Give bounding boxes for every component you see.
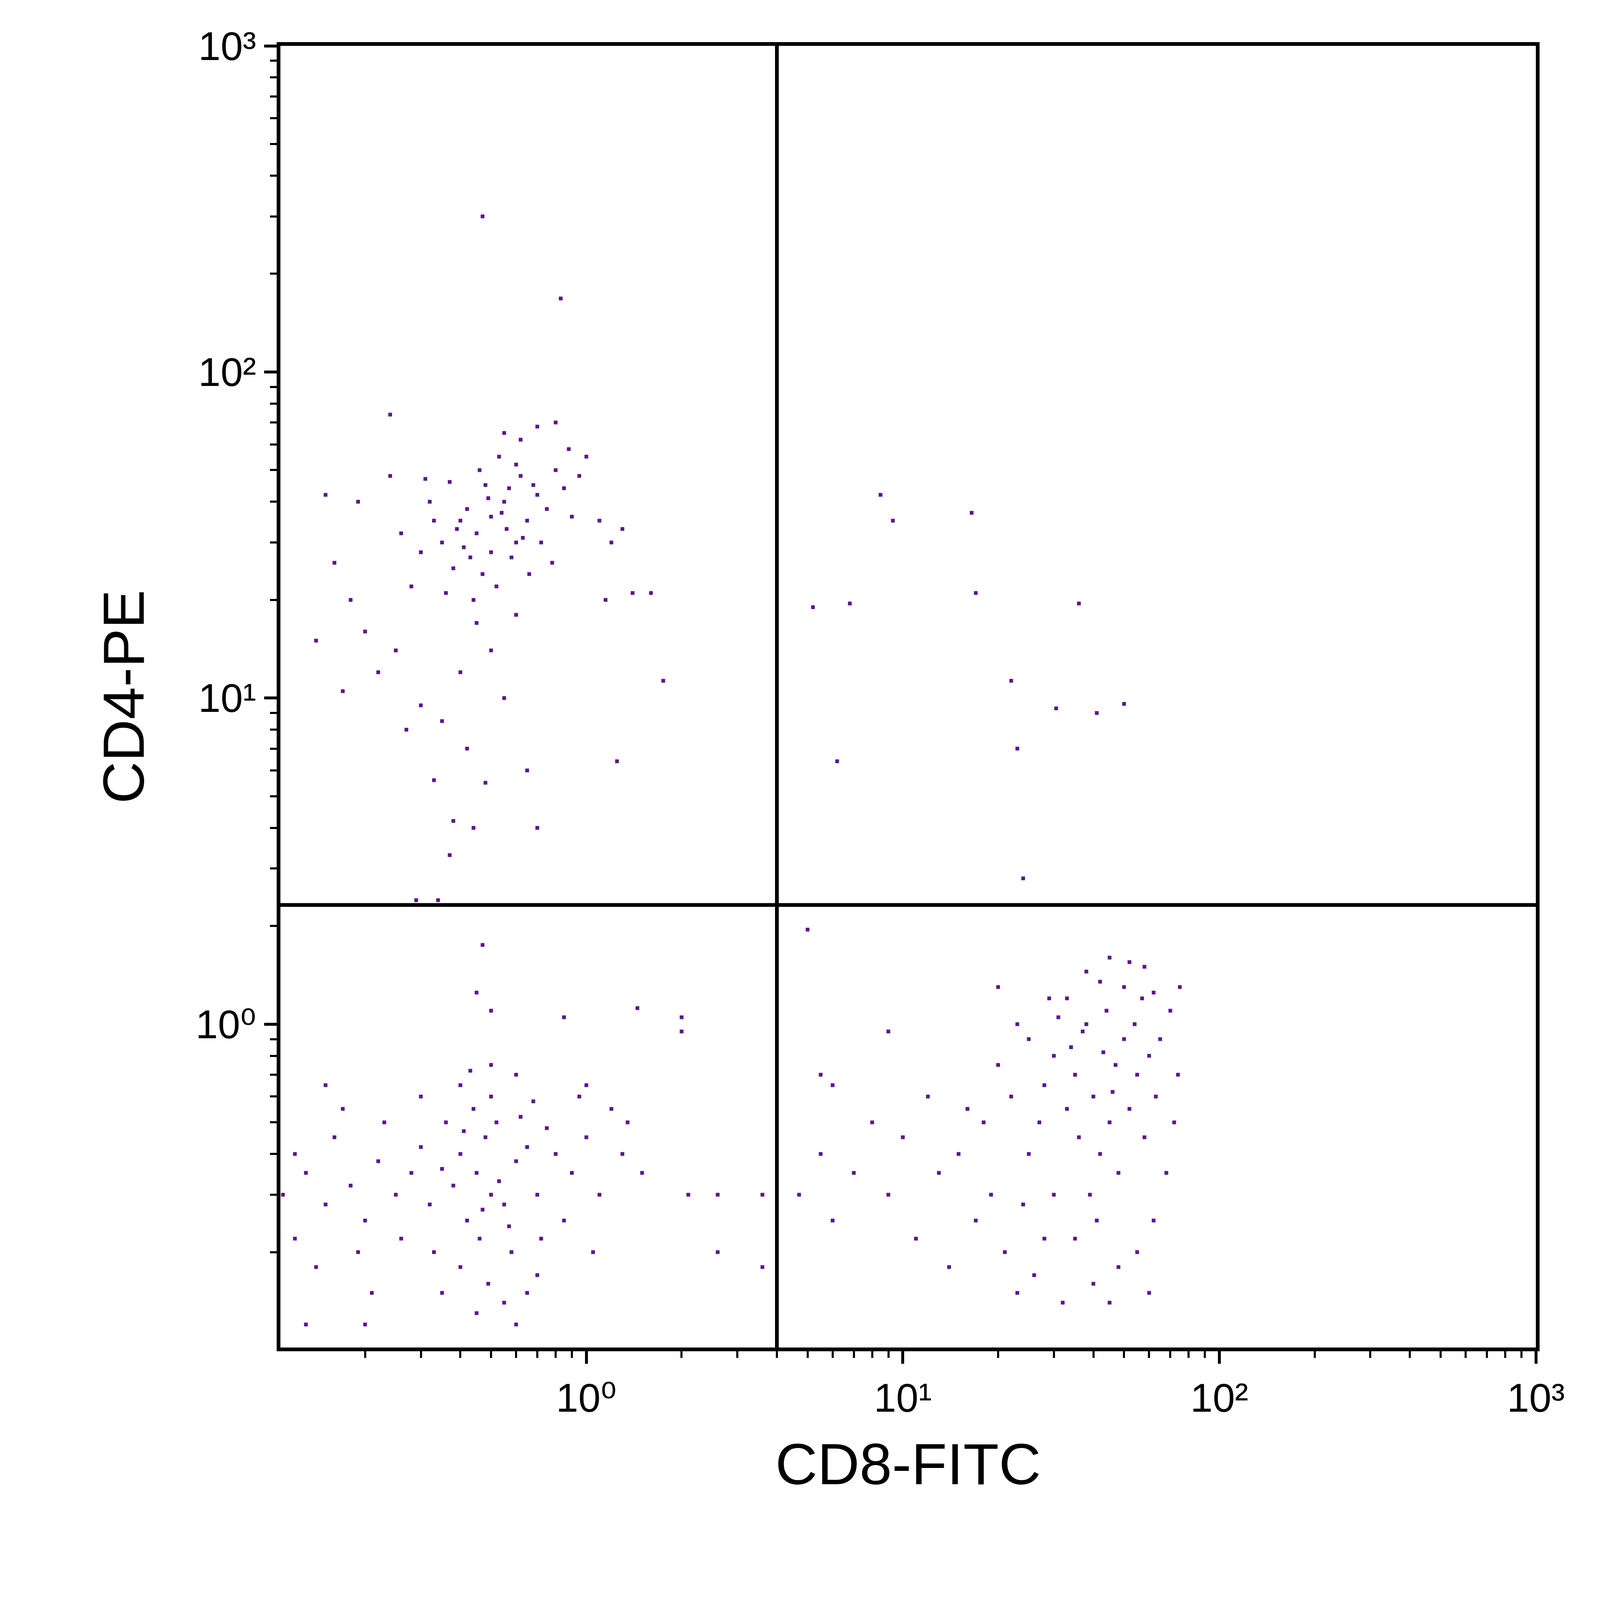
svg-text:CD4-PE: CD4-PE [90,589,157,804]
svg-text:10⁰: 10⁰ [195,1001,257,1047]
svg-text:10³: 10³ [198,23,257,69]
svg-text:10²: 10² [198,349,257,395]
svg-text:10¹: 10¹ [873,1375,932,1420]
svg-text:10⁰: 10⁰ [556,1375,617,1420]
svg-text:10²: 10² [1190,1375,1249,1420]
svg-text:CD8-FITC: CD8-FITC [775,1430,1042,1497]
svg-text:10³: 10³ [1507,1375,1565,1420]
svg-text:10¹: 10¹ [198,675,257,720]
